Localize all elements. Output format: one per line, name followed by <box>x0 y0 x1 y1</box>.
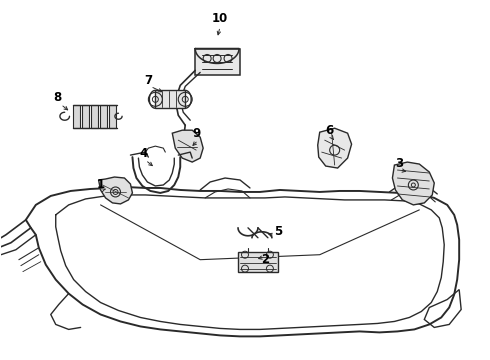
Polygon shape <box>318 128 352 168</box>
Polygon shape <box>108 105 116 128</box>
Polygon shape <box>155 90 185 108</box>
Polygon shape <box>392 162 434 205</box>
Text: 1: 1 <box>97 179 105 192</box>
Polygon shape <box>73 105 80 128</box>
Polygon shape <box>98 177 132 204</box>
Polygon shape <box>195 49 240 75</box>
Text: 3: 3 <box>395 157 403 170</box>
Text: 7: 7 <box>145 74 152 87</box>
Text: 5: 5 <box>274 225 282 238</box>
Text: 4: 4 <box>139 147 147 159</box>
Polygon shape <box>99 105 106 128</box>
Polygon shape <box>238 252 278 272</box>
Text: 8: 8 <box>53 91 62 104</box>
Polygon shape <box>91 105 98 128</box>
Text: 6: 6 <box>325 124 334 137</box>
Text: 9: 9 <box>192 127 200 140</box>
Polygon shape <box>172 130 203 162</box>
Text: 10: 10 <box>212 12 228 25</box>
Text: 2: 2 <box>261 253 269 266</box>
Polygon shape <box>82 105 89 128</box>
